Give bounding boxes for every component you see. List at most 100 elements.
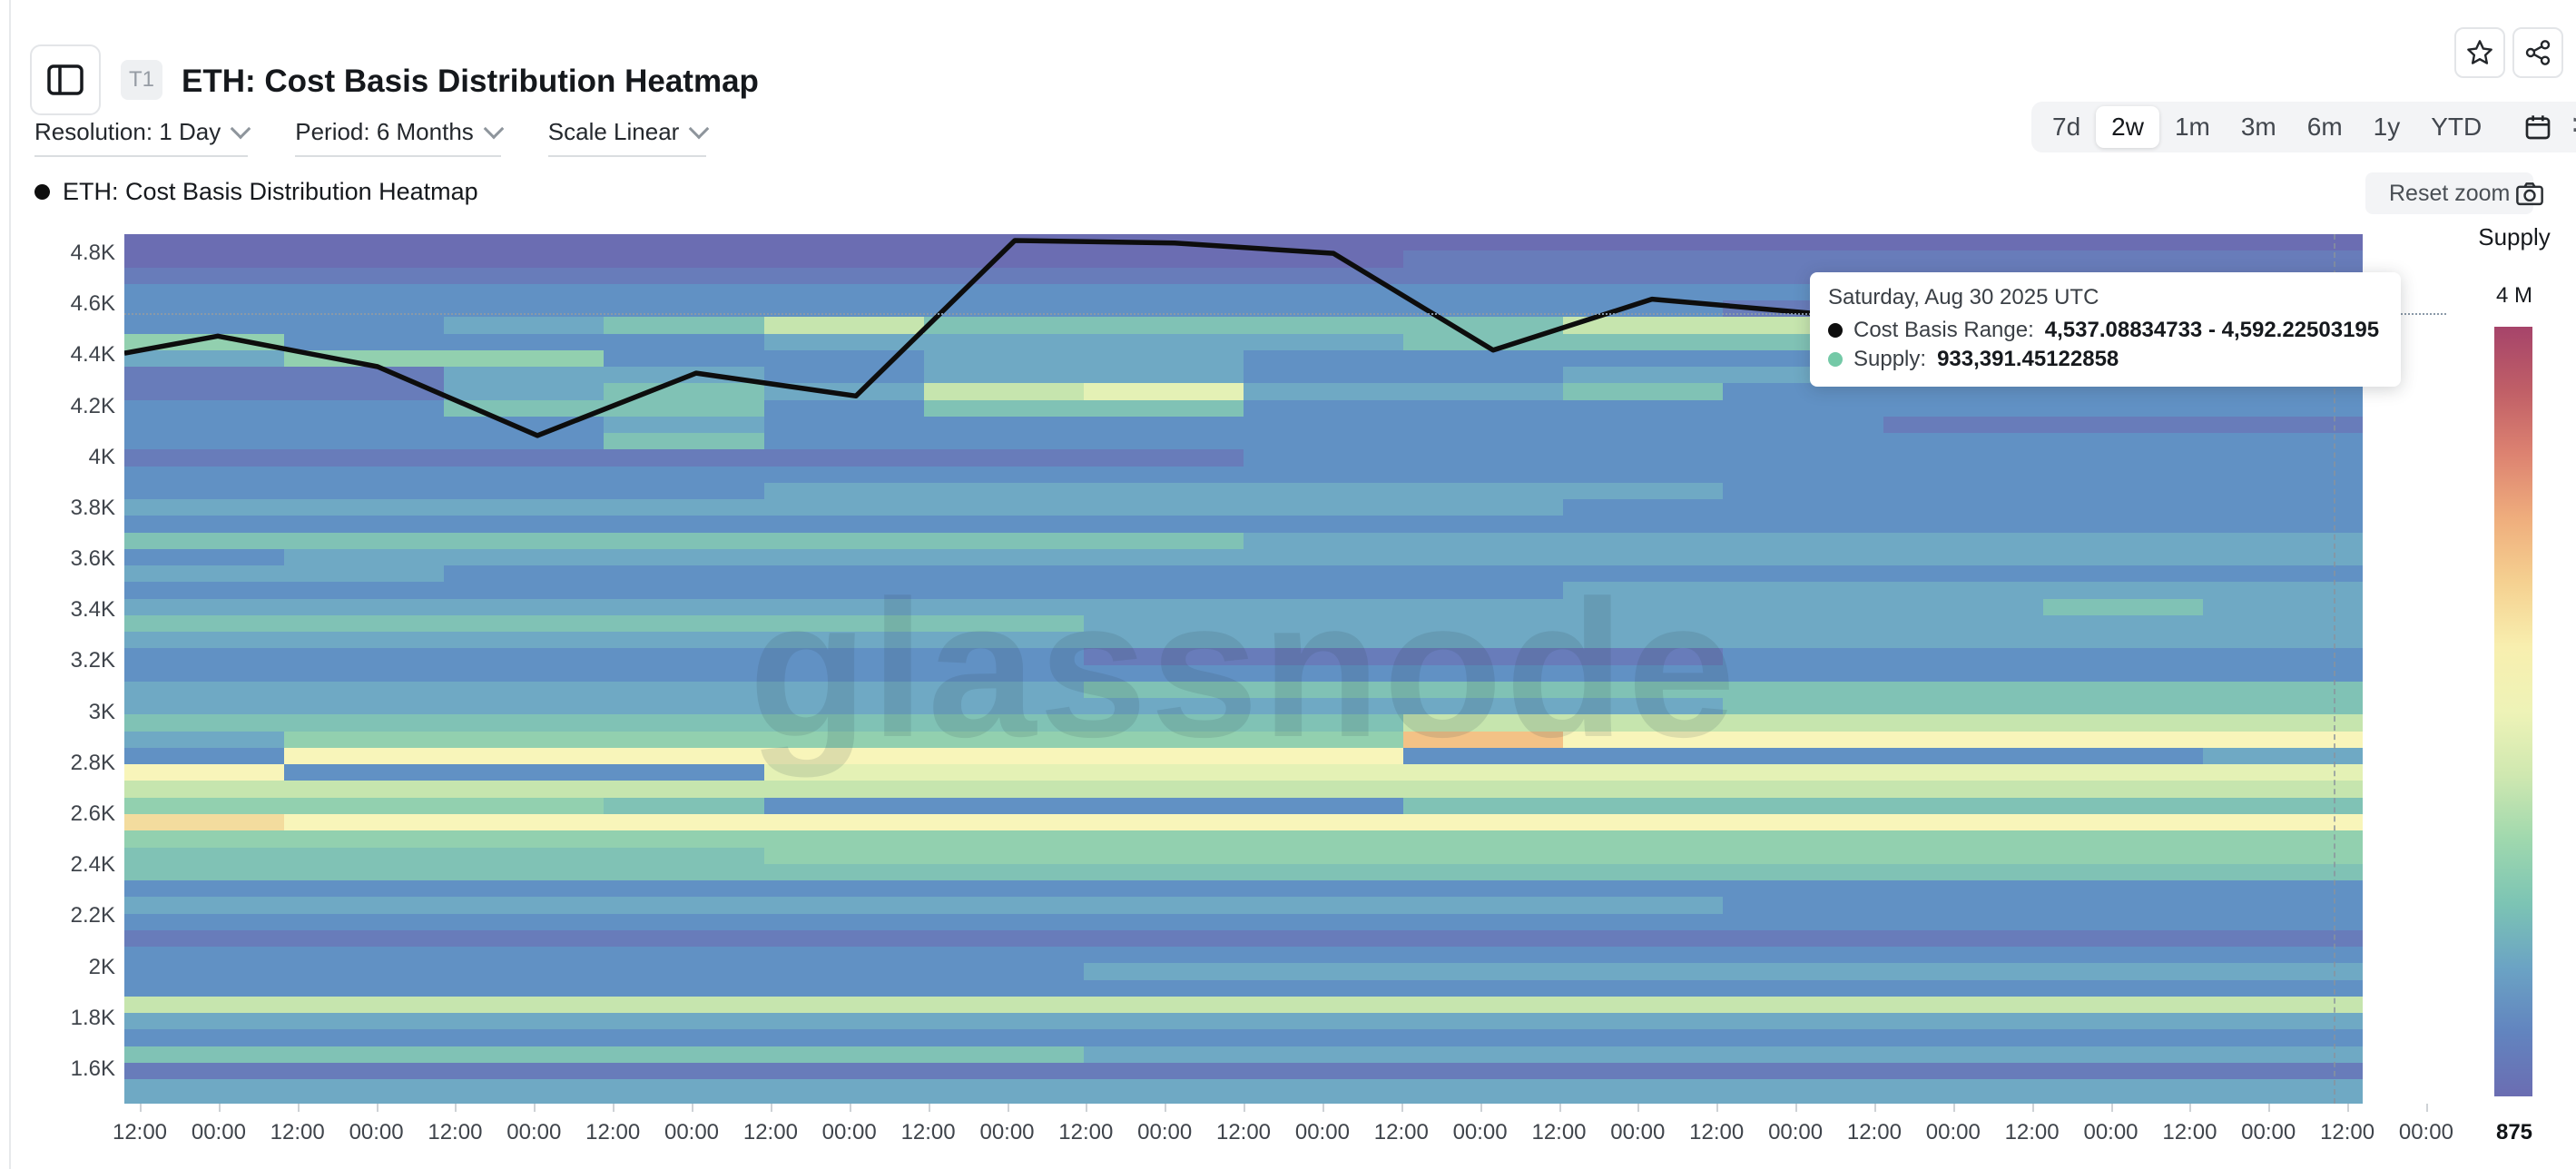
heatmap-cell-band: [1723, 482, 2363, 501]
heatmap-cell-band: [124, 648, 1085, 666]
reset-zoom-button[interactable]: Reset zoom: [2365, 172, 2534, 214]
heatmap-cell-band: [2202, 598, 2363, 616]
calendar-button[interactable]: [2507, 102, 2569, 152]
heatmap-cell-band: [1403, 714, 2363, 732]
y-axis-label: 4.8K: [70, 241, 115, 266]
area-zoom-button[interactable]: [2556, 107, 2576, 147]
heatmap-cell-band: [124, 632, 2363, 650]
heatmap-cell-band: [284, 813, 2363, 832]
heatmap-cell-band: [124, 234, 2363, 252]
heatmap-cell-band: [763, 333, 1405, 351]
heatmap-cell-band: [1723, 897, 2363, 915]
heatmap-cell-band: [284, 747, 1405, 766]
chevron-down-icon: [689, 118, 710, 139]
heatmap-cell-band: [124, 1029, 2363, 1047]
heatmap-cell-band: [1563, 499, 2363, 517]
heatmap-cell-band: [124, 880, 2363, 899]
heatmap-cell-band: [124, 913, 2363, 931]
range-button-2w[interactable]: 2w: [2096, 106, 2159, 148]
screenshot-button[interactable]: [2514, 178, 2551, 211]
heatmap-cell-band: [124, 433, 605, 451]
heatmap-cell-band: [763, 317, 925, 335]
favorite-button[interactable]: [2454, 27, 2505, 78]
heatmap-cell-band: [923, 399, 1244, 418]
x-axis-label: 00:00: [2398, 1120, 2453, 1144]
x-axis-tick: [1558, 1104, 1561, 1112]
heatmap-cell-band: [124, 383, 446, 401]
x-axis-tick: [1322, 1104, 1324, 1112]
tooltip-supply-row: Supply: 933,391.45122858: [1828, 347, 2379, 372]
range-button-1m[interactable]: 1m: [2174, 113, 2210, 141]
tooltip-cost-basis-label: Cost Basis Range:: [1853, 318, 2034, 342]
y-axis-label: 2K: [88, 954, 115, 979]
heatmap-cell-band: [923, 349, 1244, 368]
x-axis-tick: [2347, 1104, 2350, 1112]
heatmap-cell-band: [124, 267, 2363, 285]
y-axis-label: 1.6K: [70, 1056, 115, 1081]
heatmap-cell-band: [1244, 399, 2363, 418]
series-legend[interactable]: ETH: Cost Basis Distribution Heatmap: [34, 178, 478, 206]
heatmap-cell-band: [1723, 648, 2363, 666]
x-axis-tick: [1086, 1104, 1088, 1112]
range-button-3m[interactable]: 3m: [2240, 113, 2276, 141]
heatmap-cell-band: [124, 1013, 2363, 1031]
heatmap-cell-band: [124, 416, 605, 435]
y-axis-label: 4.4K: [70, 342, 115, 368]
range-button-1y[interactable]: 1y: [2373, 113, 2401, 141]
heatmap-cell-band: [124, 349, 286, 368]
heatmap-cell-band: [124, 565, 446, 584]
y-axis-label: 2.6K: [70, 801, 115, 826]
heatmap-cell-band: [1083, 383, 1244, 401]
heatmap-cell-band: [444, 317, 605, 335]
heatmap-cell-band: [284, 731, 1405, 749]
heatmap-cell-band: [1563, 317, 1884, 335]
y-axis-label: 3.6K: [70, 546, 115, 572]
y-axis-label: 3.8K: [70, 495, 115, 520]
range-button-6m[interactable]: 6m: [2306, 113, 2343, 141]
heatmap-cell-band: [1083, 1046, 2363, 1064]
heatmap-cell-band: [444, 383, 605, 401]
share-button[interactable]: [2512, 27, 2563, 78]
left-edge-divider: [9, 0, 11, 1169]
colorbar-gradient: [2494, 327, 2532, 1096]
x-axis-tick: [455, 1104, 457, 1112]
x-axis-tick: [613, 1104, 615, 1112]
x-axis-tick: [770, 1104, 772, 1112]
range-button-7d[interactable]: 7d: [2052, 113, 2081, 141]
heatmap-cell-band: [124, 317, 446, 335]
sidebar-toggle-button[interactable]: [30, 44, 101, 115]
heatmap-cell-band: [1083, 614, 2363, 634]
colorbar-title: Supply: [2478, 223, 2551, 250]
heatmap-cell-band: [124, 830, 2363, 849]
x-axis-tick: [297, 1104, 300, 1112]
series-legend-label: ETH: Cost Basis Distribution Heatmap: [63, 178, 478, 205]
heatmap-cell-band: [124, 1062, 2363, 1081]
heatmap-cell-band: [124, 863, 2363, 881]
heatmap-cell-band: [124, 698, 1725, 716]
heatmap-cell-band: [124, 813, 286, 832]
x-axis-label: 12:00: [428, 1120, 483, 1144]
share-icon: [2523, 38, 2552, 67]
tooltip-supply-value: 933,391.45122858: [1937, 347, 2119, 371]
y-axis-label: 1.8K: [70, 1005, 115, 1030]
x-axis-label: 12:00: [1058, 1120, 1114, 1144]
resolution-dropdown[interactable]: Resolution: 1 Day: [34, 118, 251, 157]
heatmap-cell-band: [1244, 367, 1565, 385]
colorbar-max-label: 4 M: [2495, 283, 2532, 308]
x-axis-tick: [1952, 1104, 1955, 1112]
heatmap-cell-band: [923, 317, 1565, 335]
heatmap-cell-band: [1083, 648, 1725, 666]
heatmap-cell-band: [124, 466, 2363, 484]
heatmap-cell-band: [1723, 698, 2363, 716]
range-button-ytd[interactable]: YTD: [2431, 113, 2483, 141]
period-dropdown[interactable]: Period: 6 Months: [295, 118, 505, 157]
scale-dropdown[interactable]: Scale Linear: [547, 118, 710, 157]
heatmap-cell-band: [1403, 747, 2204, 766]
heatmap-cell-band: [2202, 747, 2363, 766]
x-axis-tick: [2110, 1104, 2113, 1112]
heatmap-cell-band: [604, 416, 765, 435]
x-axis-label: 12:00: [585, 1120, 641, 1144]
x-axis-tick: [218, 1104, 221, 1112]
x-axis-tick: [849, 1104, 851, 1112]
x-axis-tick: [928, 1104, 930, 1112]
